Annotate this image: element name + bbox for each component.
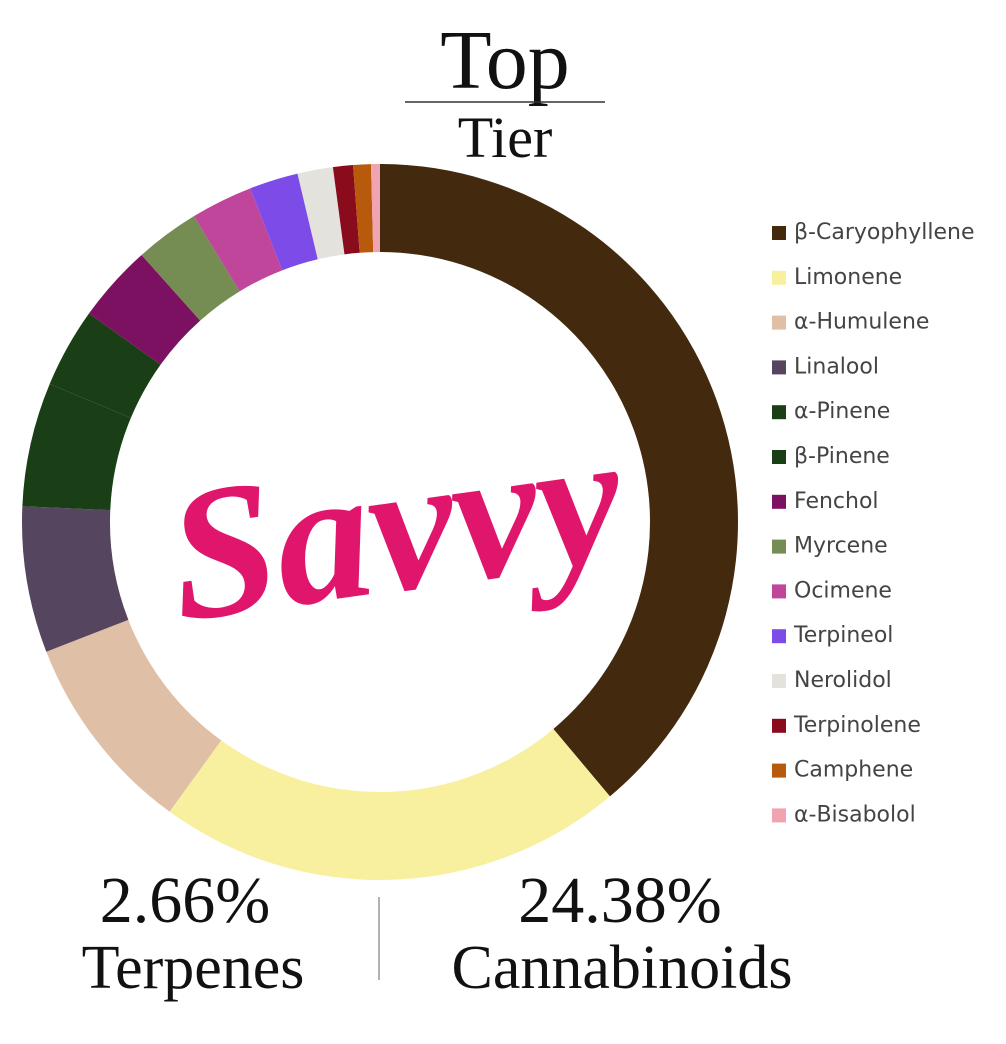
- chart-title: Top: [440, 14, 569, 107]
- stat-label: Terpenes: [82, 934, 305, 1002]
- legend-swatch: [772, 584, 786, 599]
- legend-label: α-Humulene: [794, 310, 929, 335]
- legend-swatch: [772, 808, 786, 823]
- legend-label: Nerolidol: [794, 668, 892, 693]
- legend-label: Terpinolene: [793, 713, 921, 738]
- slice: [46, 619, 222, 812]
- logo: Savvy: [156, 391, 635, 662]
- legend-swatch: [772, 226, 786, 240]
- legend-swatch: [772, 450, 786, 464]
- slice: [193, 188, 283, 292]
- legend-swatch: [772, 629, 786, 644]
- slice: [141, 216, 240, 321]
- legend-label: Linalool: [794, 354, 879, 379]
- slice: [297, 167, 345, 260]
- slice: [380, 164, 738, 797]
- legend-label: Myrcene: [794, 534, 888, 559]
- slice: [169, 728, 610, 880]
- stat-value: 2.66%: [100, 864, 270, 937]
- legend-swatch: [772, 763, 786, 778]
- legend-label: α-Bisabolol: [794, 802, 916, 827]
- slice: [22, 383, 131, 511]
- slice: [250, 173, 318, 271]
- slice: [21, 506, 129, 652]
- legend-label: Fenchol: [794, 489, 879, 514]
- legend-swatch: [772, 539, 786, 554]
- legend-swatch: [772, 360, 786, 375]
- stat-label: Cannabinoids: [452, 934, 793, 1002]
- legend-swatch: [772, 315, 786, 330]
- legend-swatch: [772, 674, 786, 688]
- legend-swatch: [772, 270, 786, 285]
- legend-label: β-Caryophyllene: [794, 220, 975, 245]
- legend-label: Camphene: [794, 758, 913, 783]
- slice: [89, 254, 201, 365]
- slice: [371, 164, 380, 253]
- legend-label: Limonene: [794, 265, 902, 290]
- legend-swatch: [772, 405, 786, 420]
- legend: β-Caryophyllene Limonene α-Humulene Linaloo…: [772, 220, 975, 827]
- legend-swatch: [772, 494, 786, 509]
- chart-subtitle: Tier: [458, 105, 553, 170]
- slice: [49, 313, 161, 418]
- donut: [21, 164, 738, 880]
- legend-label: β-Pinene: [794, 444, 890, 469]
- legend-label: Ocimene: [794, 578, 892, 603]
- legend-label: Terpineol: [793, 623, 893, 648]
- stat-value: 24.38%: [518, 864, 721, 937]
- slice: [353, 164, 374, 253]
- legend-label: α-Pinene: [794, 399, 890, 424]
- slice: [332, 165, 360, 255]
- legend-swatch: [772, 718, 786, 733]
